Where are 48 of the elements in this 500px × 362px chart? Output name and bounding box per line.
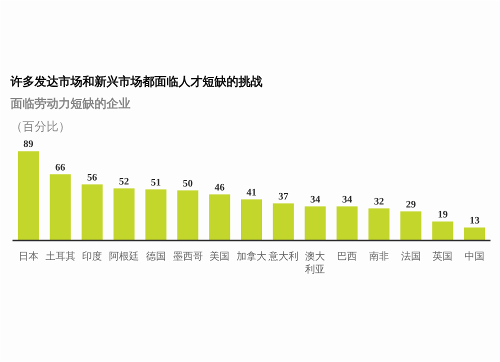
- data-label: 89: [23, 139, 34, 150]
- data-label: 41: [246, 187, 256, 198]
- bar: [114, 188, 135, 240]
- bar: [336, 206, 358, 240]
- data-label: 19: [438, 209, 448, 220]
- bar: [240, 199, 262, 240]
- bar: [177, 190, 198, 240]
- data-label: 46: [214, 182, 225, 194]
- data-label: 52: [119, 176, 130, 188]
- bar: [82, 184, 103, 240]
- data-label: 50: [182, 178, 193, 190]
- x-tick-label: 印度: [82, 250, 102, 262]
- y-axis-title: （百分比）: [10, 120, 70, 134]
- bar: [18, 151, 39, 240]
- data-label: 13: [470, 215, 480, 226]
- x-tick-label: 澳大利亚: [305, 250, 326, 276]
- x-tick-label: 日本: [18, 250, 38, 262]
- x-tick-label: 阿根廷: [109, 250, 140, 262]
- bar: [432, 221, 454, 240]
- bar: [50, 174, 71, 240]
- data-label: 29: [406, 199, 416, 210]
- x-tick-label: 南非: [368, 250, 389, 262]
- chart-subtitle: 面临劳动力短缺的企业: [10, 96, 130, 110]
- x-tick-label: 加拿大: [236, 250, 266, 262]
- x-tick-label: 中国: [464, 250, 485, 262]
- x-tick-label: 德国: [146, 252, 166, 262]
- bar: [368, 208, 390, 240]
- x-tick-label: 美国: [210, 250, 230, 262]
- data-label: 51: [150, 177, 161, 188]
- data-label: 56: [87, 172, 98, 184]
- x-tick-label: 法国: [400, 250, 421, 262]
- x-tick-label: 巴西: [337, 252, 358, 262]
- x-tick-label: 墨西哥: [172, 252, 203, 262]
- data-label: 34: [342, 194, 352, 206]
- bar: [464, 227, 486, 240]
- bar: [304, 206, 326, 240]
- data-label: 66: [55, 162, 66, 174]
- bar: [145, 189, 166, 240]
- x-tick-label: 英国: [432, 250, 453, 262]
- data-label: 37: [278, 191, 288, 202]
- x-tick-label: 土耳其: [45, 250, 76, 262]
- chart-title: 许多发达市场和新兴市场都面临人才短缺的挑战: [10, 74, 262, 88]
- bar: [400, 211, 422, 240]
- x-tick-label: 意大利: [267, 250, 298, 262]
- bar: [209, 194, 230, 240]
- data-label: 34: [310, 194, 320, 206]
- bar: [272, 203, 294, 240]
- data-label: 32: [374, 196, 384, 208]
